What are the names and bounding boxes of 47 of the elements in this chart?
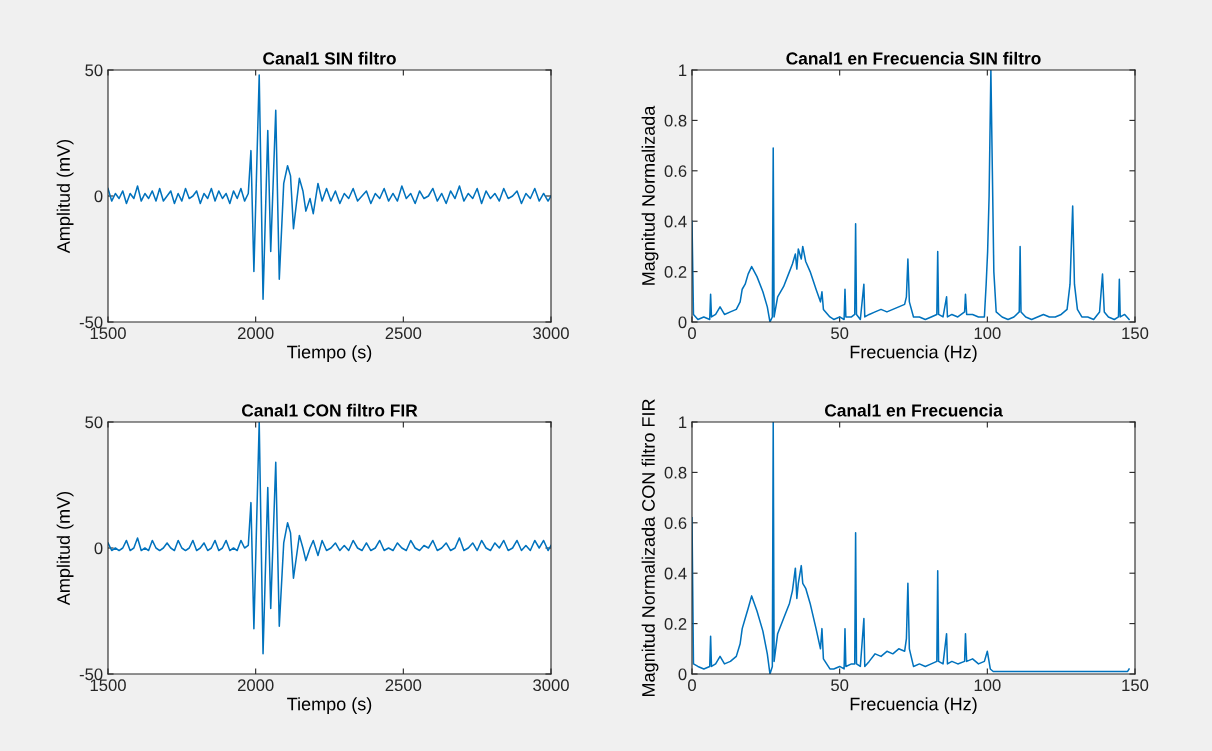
x-tick-label: 2500 bbox=[385, 679, 422, 692]
y-tick-label: 0.4 bbox=[664, 567, 687, 580]
x-tick-label: 1500 bbox=[90, 679, 126, 692]
chart-title: Canal1 en Frecuencia bbox=[824, 403, 1003, 417]
y-tick-label: 50 bbox=[85, 64, 103, 77]
x-tick-label: 2500 bbox=[385, 327, 422, 340]
x-tick-label: 0 bbox=[688, 327, 696, 340]
y-tick-label: 1 bbox=[679, 64, 687, 77]
chart-title: Canal1 en Frecuencia SIN filtro bbox=[786, 51, 1041, 65]
x-axis-title: Frecuencia (Hz) bbox=[850, 697, 977, 714]
y-tick-label: 0.2 bbox=[664, 618, 687, 630]
x-tick-label: 100 bbox=[974, 679, 1001, 692]
x-tick-label: 50 bbox=[831, 327, 849, 340]
x-tick-label: 3000 bbox=[533, 679, 569, 692]
x-tick-label: 2000 bbox=[237, 327, 274, 340]
x-axis-title: Frecuencia (Hz) bbox=[850, 345, 977, 362]
y-axis-title: Amplitud (mV) bbox=[56, 139, 74, 254]
y-tick-label: 0.6 bbox=[664, 165, 687, 177]
chart-title: Canal1 SIN filtro bbox=[263, 51, 396, 65]
y-tick-label: 0.2 bbox=[664, 266, 687, 278]
y-axis-title: Magnitud Normalizada CON filtro FIR bbox=[641, 399, 659, 697]
x-tick-label: 3000 bbox=[533, 327, 569, 340]
y-tick-label: 1 bbox=[679, 416, 687, 429]
y-axis-title: Amplitud (mV) bbox=[56, 491, 74, 606]
y-axis-title: Magnitud Normalizada bbox=[641, 105, 659, 285]
y-tick-label: 0.8 bbox=[664, 466, 687, 479]
y-tick-label: 0 bbox=[94, 190, 103, 203]
y-tick-label: 0 bbox=[678, 668, 687, 681]
x-tick-label: 2000 bbox=[237, 679, 274, 692]
y-tick-label: 0.8 bbox=[664, 114, 687, 127]
y-tick-label: 50 bbox=[85, 416, 103, 429]
y-tick-label: 0 bbox=[678, 316, 687, 329]
x-tick-label: 150 bbox=[1122, 327, 1149, 340]
x-tick-label: 1500 bbox=[90, 327, 126, 340]
y-tick-label: -50 bbox=[79, 316, 103, 329]
x-axis-title: Tiempo (s) bbox=[287, 345, 372, 363]
line-series bbox=[108, 74, 551, 301]
y-tick-label: 0 bbox=[94, 542, 103, 555]
y-tick-label: -50 bbox=[79, 668, 103, 681]
x-axis-title: Tiempo (s) bbox=[287, 697, 372, 715]
chart-title: Canal1 CON filtro FIR bbox=[241, 403, 418, 417]
x-tick-label: 0 bbox=[688, 679, 696, 692]
x-tick-label: 100 bbox=[974, 327, 1001, 340]
y-tick-label: 0.4 bbox=[664, 215, 687, 228]
x-tick-label: 50 bbox=[831, 679, 849, 692]
x-tick-label: 150 bbox=[1122, 679, 1149, 692]
y-tick-label: 0.6 bbox=[664, 517, 687, 529]
